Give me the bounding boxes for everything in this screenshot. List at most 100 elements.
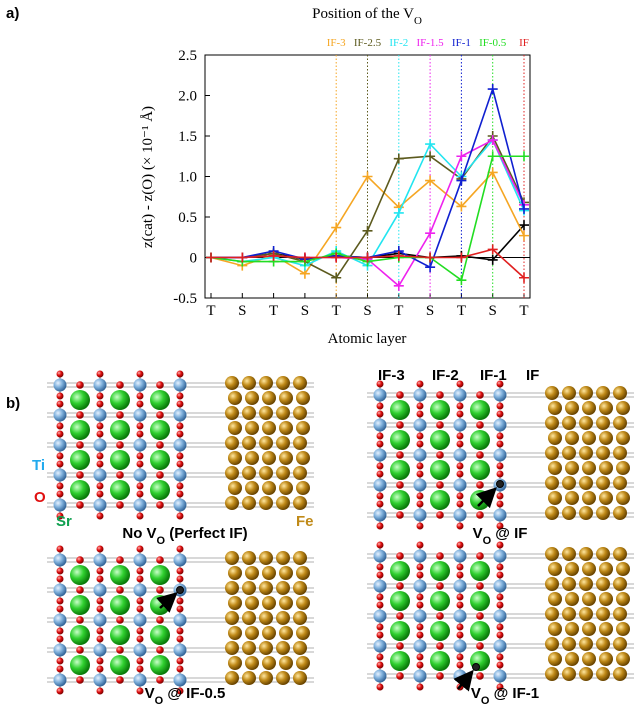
atom <box>136 605 144 613</box>
atom <box>259 581 273 595</box>
atom <box>156 471 164 479</box>
atom <box>70 625 90 645</box>
atom <box>416 462 424 470</box>
atom <box>496 380 504 388</box>
point-marker <box>393 250 404 261</box>
caption-text: @ IF-0.5 <box>163 685 225 702</box>
atom <box>613 637 627 651</box>
line-label: IF-1.5 <box>416 37 444 49</box>
atom <box>562 667 576 681</box>
atom <box>496 522 504 530</box>
atom <box>56 430 64 438</box>
atom <box>416 623 424 631</box>
caption-text: V <box>145 685 155 702</box>
atom <box>476 552 484 560</box>
atom <box>116 586 124 594</box>
atom <box>279 626 293 640</box>
y-tick-label: -0.5 <box>173 291 197 307</box>
atom <box>476 612 484 620</box>
atom <box>279 421 293 435</box>
atom <box>116 616 124 624</box>
atom <box>96 635 104 643</box>
atom <box>116 501 124 509</box>
atom <box>396 612 404 620</box>
point-marker <box>237 252 248 263</box>
atom <box>245 421 259 435</box>
atom <box>56 482 64 490</box>
atom <box>110 480 130 500</box>
atom <box>293 496 307 510</box>
atom <box>376 432 384 440</box>
caption-text: @ IF-1 <box>489 685 539 702</box>
atom <box>296 566 310 580</box>
atom <box>136 400 144 408</box>
atom <box>413 418 427 432</box>
atom <box>613 386 627 400</box>
atom <box>293 376 307 390</box>
atom <box>416 440 424 448</box>
atom <box>470 591 490 611</box>
atom <box>413 508 427 522</box>
atom <box>262 626 276 640</box>
x-tick-label: T <box>457 303 466 319</box>
atom <box>56 567 64 575</box>
vacancy <box>176 586 184 594</box>
atom <box>456 601 464 609</box>
atom <box>453 478 467 492</box>
atom <box>276 496 290 510</box>
atom <box>259 611 273 625</box>
atom <box>496 571 504 579</box>
atom <box>562 506 576 520</box>
atom <box>76 676 84 684</box>
atom <box>613 506 627 520</box>
atom <box>133 613 147 627</box>
atom <box>176 400 184 408</box>
atom <box>262 391 276 405</box>
atom <box>565 491 579 505</box>
atom <box>133 378 147 392</box>
point-marker <box>331 222 342 233</box>
atom <box>456 623 464 631</box>
point-marker <box>299 252 310 263</box>
atom <box>296 421 310 435</box>
atom <box>133 673 147 687</box>
atom <box>456 653 464 661</box>
x-tick-label: S <box>301 303 309 319</box>
atom <box>176 430 184 438</box>
atom <box>582 401 596 415</box>
atom <box>276 551 290 565</box>
atom <box>156 556 164 564</box>
atom <box>579 667 593 681</box>
atom <box>279 451 293 465</box>
atom <box>496 653 504 661</box>
atom <box>242 466 256 480</box>
atom <box>599 562 613 576</box>
atom <box>376 601 384 609</box>
atom <box>413 549 427 563</box>
atom <box>53 643 67 657</box>
atom <box>373 639 387 653</box>
atom <box>96 687 104 695</box>
atom <box>596 667 610 681</box>
x-tick-label: T <box>332 303 341 319</box>
x-axis-label: Atomic layer <box>328 331 407 347</box>
atom <box>596 476 610 490</box>
atom <box>496 623 504 631</box>
atom <box>496 492 504 500</box>
atom <box>496 631 504 639</box>
atom <box>376 440 384 448</box>
atom <box>70 595 90 615</box>
atom <box>562 637 576 651</box>
atom <box>616 491 630 505</box>
atom <box>53 408 67 422</box>
atom <box>413 639 427 653</box>
atom <box>565 622 579 636</box>
atom <box>562 577 576 591</box>
atom <box>276 581 290 595</box>
atom <box>579 547 593 561</box>
atom <box>76 586 84 594</box>
atom <box>616 622 630 636</box>
atom <box>176 512 184 520</box>
atom <box>373 549 387 563</box>
atom <box>228 626 242 640</box>
